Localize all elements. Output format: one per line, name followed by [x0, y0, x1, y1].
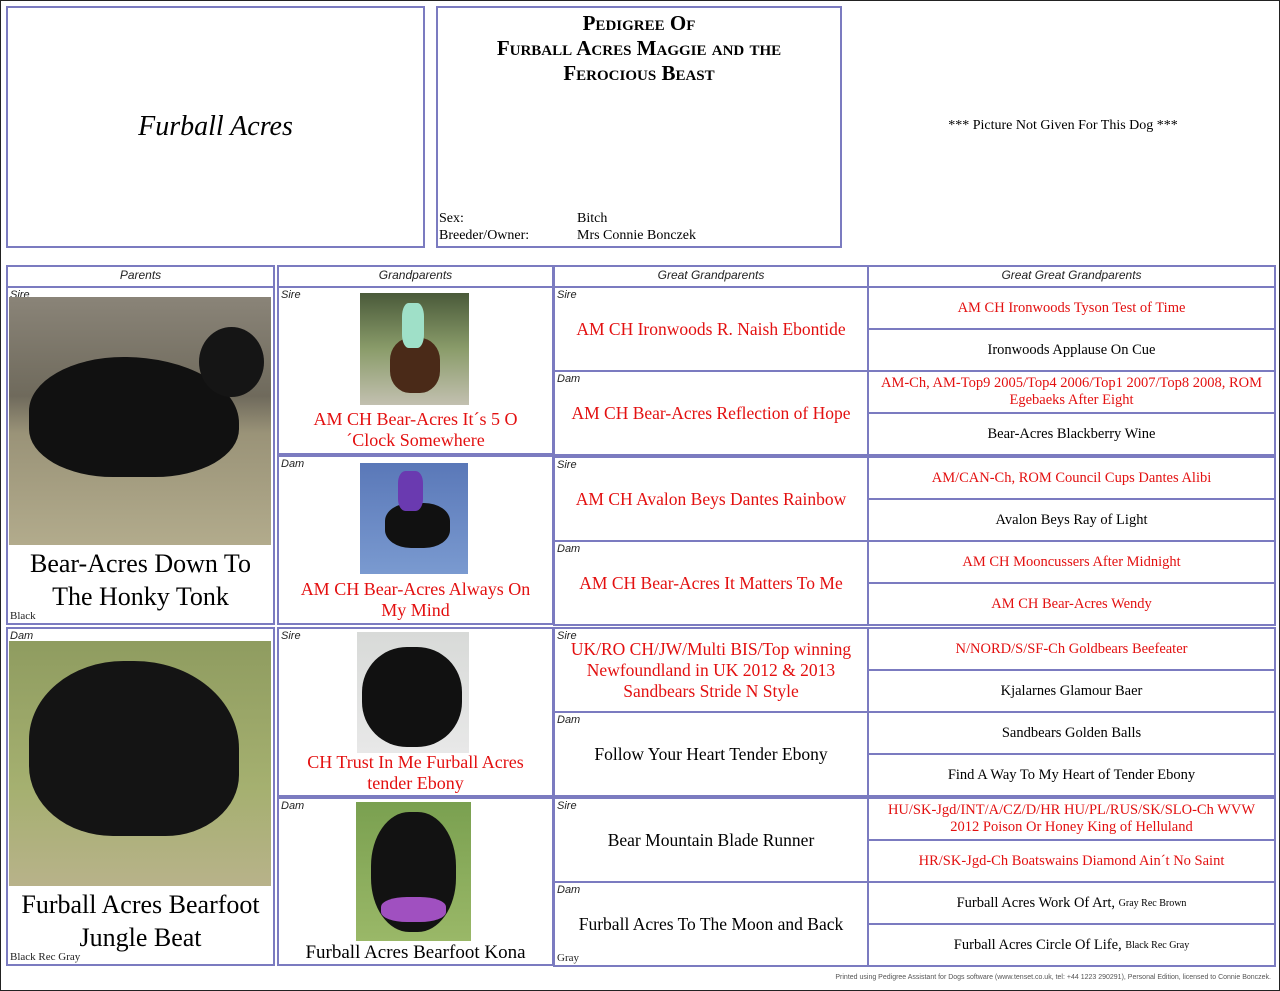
grandparent-photo [356, 802, 471, 941]
sire-photo [9, 297, 271, 545]
coat-color: Black Rec Gray [1125, 939, 1190, 951]
great-great-grandparent-cell[interactable]: Bear-Acres Blackberry Wine [867, 412, 1276, 456]
dog-details: Sex: Bitch Breeder/Owner: Mrs Connie Boncz… [439, 211, 696, 243]
great-grandparent-name: Furball Acres To The Moon and Back [578, 913, 844, 934]
great-grandparent-cell[interactable]: Sire Bear Mountain Blade Runner [553, 797, 869, 883]
grandparent-cell[interactable]: Sire AM CH Bear-Acres It´s 5 O´Clock Som… [277, 286, 554, 455]
great-great-grandparent-cell[interactable]: N/NORD/S/SF-Ch Goldbears Beefeater [867, 627, 1276, 671]
great-great-grandparent-cell[interactable]: AM CH Bear-Acres Wendy [867, 582, 1276, 626]
great-great-grandparent-name: HR/SK-Jgd-Ch Boatswains Diamond Ain´t No… [918, 852, 1225, 869]
sex-value: Bitch [577, 211, 608, 226]
great-great-grandparent-cell[interactable]: HR/SK-Jgd-Ch Boatswains Diamond Ain´t No… [867, 839, 1276, 883]
picture-note: *** Picture Not Given For This Dog *** [948, 118, 1178, 133]
great-great-grandparent-name: HU/SK-Jgd/INT/A/CZ/D/HR HU/PL/RUS/SK/SLO… [887, 802, 1256, 835]
great-great-grandparent-cell[interactable]: Kjalarnes Glamour Baer [867, 669, 1276, 713]
great-great-grandparent-name: AM CH Bear-Acres Wendy [991, 595, 1152, 612]
dam-photo [9, 641, 271, 886]
great-grandparent-cell[interactable]: Dam Furball Acres To The Moon and Back G… [553, 881, 869, 967]
owner-value: Mrs Connie Bonczek [577, 228, 696, 243]
great-great-grandparent-name: Bear-Acres Blackberry Wine [987, 425, 1156, 442]
header-parents: Parents [6, 265, 275, 288]
great-grandparent-cell[interactable]: Dam AM CH Bear-Acres It Matters To Me [553, 540, 869, 626]
grandparent-photo [360, 293, 469, 405]
title-box: Pedigree Of Furball Acres Maggie and the… [436, 6, 842, 248]
great-grandparent-name: Follow Your Heart Tender Ebony [594, 743, 828, 764]
great-great-grandparent-name: N/NORD/S/SF-Ch Goldbears Beefeater [955, 640, 1188, 657]
sire-name: Bear-Acres Down To The Honky Tonk [30, 549, 251, 611]
great-great-grandparent-name: Furball Acres Work Of Art, [956, 894, 1116, 911]
grandparent-cell[interactable]: Dam AM CH Bear-Acres Always On My Mind [277, 455, 554, 625]
great-grandparent-name: AM CH Bear-Acres Reflection of Hope [571, 402, 851, 423]
grandparent-cell[interactable]: Sire CH Trust In Me Furball Acres tender… [277, 627, 554, 797]
kennel-name: Furball Acres [138, 111, 293, 142]
great-grandparent-cell[interactable]: Sire AM CH Avalon Beys Dantes Rainbow [553, 456, 869, 542]
header-great-great-grandparents: Great Great Grandparents [867, 265, 1276, 288]
grandparent-photo [360, 463, 468, 574]
great-great-grandparent-cell[interactable]: AM-Ch, AM-Top9 2005/Top4 2006/Top1 2007/… [867, 370, 1276, 414]
great-grandparent-cell[interactable]: Dam Follow Your Heart Tender Ebony [553, 711, 869, 797]
great-great-grandparent-name: AM/CAN-Ch, ROM Council Cups Dantes Alibi [931, 469, 1212, 486]
coat-color: Gray [557, 952, 579, 964]
pedigree-title: Pedigree Of Furball Acres Maggie and the… [496, 11, 782, 85]
header-grandparents: Grandparents [277, 265, 554, 288]
great-great-grandparent-cell[interactable]: Sandbears Golden Balls [867, 711, 1276, 755]
great-grandparent-name: Bear Mountain Blade Runner [607, 829, 815, 850]
great-great-grandparent-name: Kjalarnes Glamour Baer [1000, 682, 1143, 699]
great-grandparent-cell[interactable]: Sire UK/RO CH/JW/Multi BIS/Top winning N… [553, 627, 869, 713]
great-great-grandparent-cell[interactable]: AM CH Ironwoods Tyson Test of Time [867, 286, 1276, 330]
kennel-box: Furball Acres [6, 6, 425, 248]
great-great-grandparent-name: AM CH Mooncussers After Midnight [962, 553, 1181, 570]
great-great-grandparent-cell[interactable]: AM CH Mooncussers After Midnight [867, 540, 1276, 584]
footer-credit: Printed using Pedigree Assistant for Dog… [835, 974, 1271, 981]
great-great-grandparent-cell[interactable]: HU/SK-Jgd/INT/A/CZ/D/HR HU/PL/RUS/SK/SLO… [867, 797, 1276, 841]
dam-name: Furball Acres Bearfoot Jungle Beat [21, 890, 260, 952]
great-grandparent-cell[interactable]: Dam AM CH Bear-Acres Reflection of Hope [553, 370, 869, 456]
great-great-grandparent-cell[interactable]: Furball Acres Work Of Art, Gray Rec Brow… [867, 881, 1276, 925]
great-great-grandparent-name: Avalon Beys Ray of Light [995, 511, 1148, 528]
great-great-grandparent-cell[interactable]: Find A Way To My Heart of Tender Ebony [867, 753, 1276, 797]
great-great-grandparent-cell[interactable]: AM/CAN-Ch, ROM Council Cups Dantes Alibi [867, 456, 1276, 500]
coat-color: Gray Rec Brown [1118, 897, 1187, 909]
great-great-grandparent-cell[interactable]: Ironwoods Applause On Cue [867, 328, 1276, 372]
great-great-grandparent-name: Ironwoods Applause On Cue [987, 341, 1156, 358]
parent-sire-cell[interactable]: Sire Bear-Acres Down To The Honky Tonk B… [6, 286, 275, 625]
great-great-grandparent-name: AM CH Ironwoods Tyson Test of Time [957, 299, 1186, 316]
great-grandparent-cell[interactable]: Sire AM CH Ironwoods R. Naish Ebontide [553, 286, 869, 372]
great-grandparent-name: UK/RO CH/JW/Multi BIS/Top winning Newfou… [570, 638, 852, 701]
great-great-grandparent-name: Find A Way To My Heart of Tender Ebony [947, 766, 1196, 783]
great-great-grandparent-cell[interactable]: Furball Acres Circle Of Life, Black Rec … [867, 923, 1276, 967]
great-great-grandparent-name: Sandbears Golden Balls [1001, 724, 1142, 741]
grandparent-cell[interactable]: Dam Furball Acres Bearfoot Kona [277, 797, 554, 966]
great-grandparent-name: AM CH Bear-Acres It Matters To Me [579, 572, 843, 593]
great-great-grandparent-cell[interactable]: Avalon Beys Ray of Light [867, 498, 1276, 542]
great-grandparent-name: AM CH Avalon Beys Dantes Rainbow [575, 488, 847, 509]
grandparent-photo [357, 632, 469, 753]
great-grandparent-name: AM CH Ironwoods R. Naish Ebontide [576, 318, 846, 339]
great-great-grandparent-name: AM-Ch, AM-Top9 2005/Top4 2006/Top1 2007/… [880, 375, 1262, 408]
great-great-grandparent-name: Furball Acres Circle Of Life, [953, 936, 1122, 953]
parent-dam-cell[interactable]: Dam Furball Acres Bearfoot Jungle Beat B… [6, 627, 275, 966]
header-great-grandparents: Great Grandparents [553, 265, 869, 288]
